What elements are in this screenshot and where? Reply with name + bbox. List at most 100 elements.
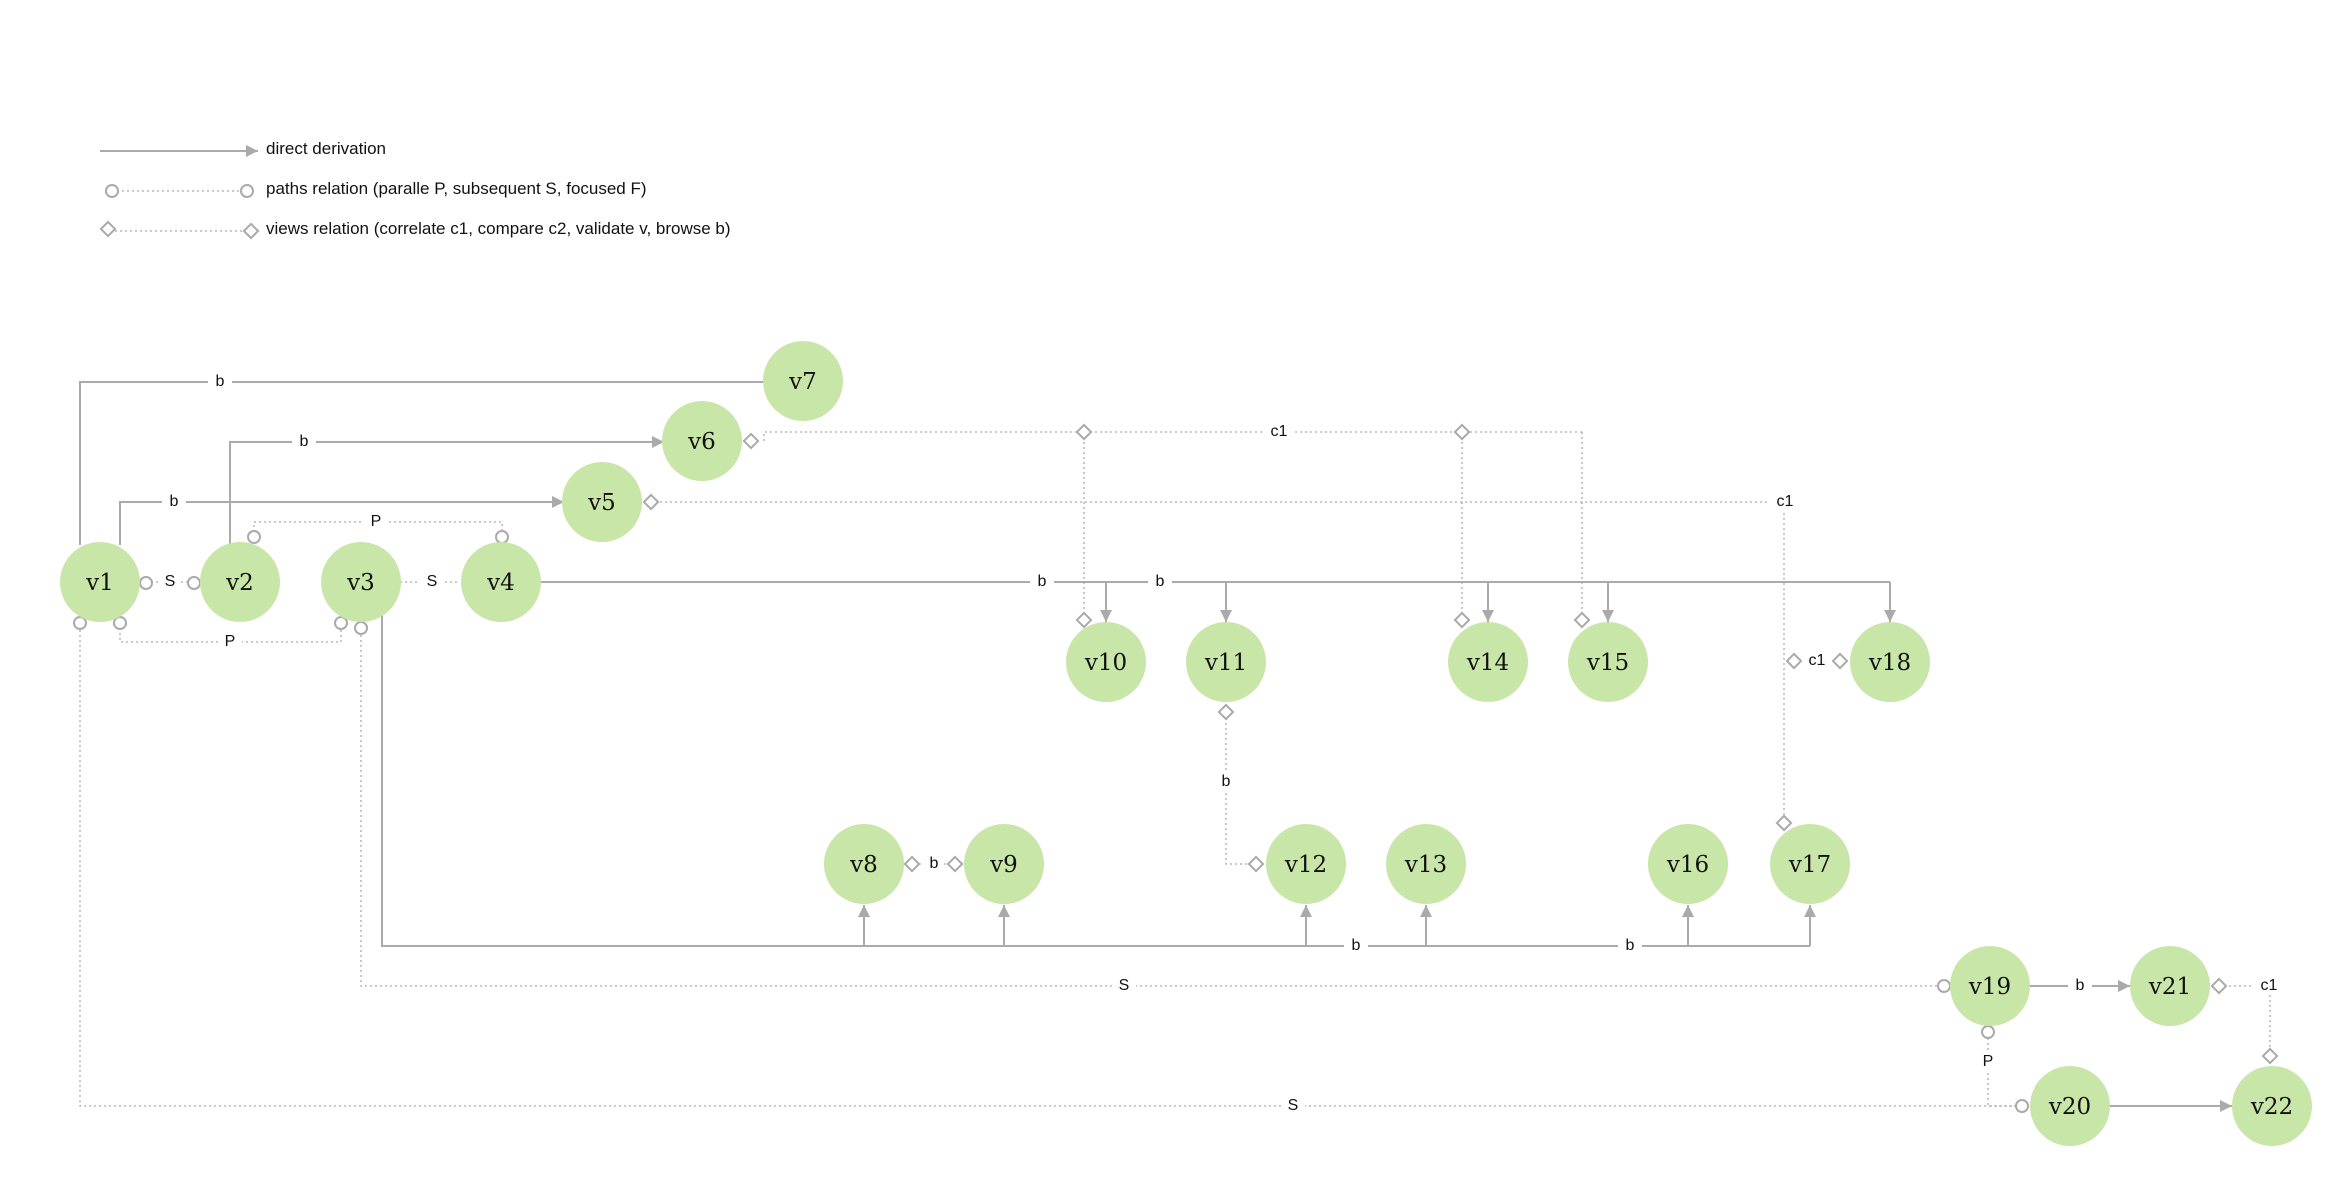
- node-v10[interactable]: v10: [1066, 622, 1146, 702]
- edge-label-v5-v17: c1: [1777, 493, 1794, 510]
- node-v17[interactable]: v17: [1770, 824, 1850, 904]
- edge-v1-v5: [119, 496, 564, 545]
- diamond-port-icon: [1075, 423, 1093, 441]
- diamond-port-icon: [1247, 855, 1265, 873]
- node-v2-label: v2: [225, 570, 254, 596]
- rel-v19-v20: [1987, 1038, 2016, 1107]
- node-v20-label: v20: [2048, 1094, 2091, 1120]
- node-v9-label: v9: [989, 852, 1018, 878]
- diamond-port-icon: [1453, 611, 1471, 629]
- diamond-port-icon: [642, 493, 660, 511]
- edge-label-v3-bus-b: b: [1626, 937, 1635, 954]
- circle-port-icon: [187, 576, 201, 590]
- edge-label-v1-v3: P: [225, 633, 236, 650]
- ports: [73, 423, 2279, 1113]
- node-v19[interactable]: v19: [1950, 946, 2030, 1026]
- node-v13-label: v13: [1404, 852, 1447, 878]
- diamond-port-icon: [742, 432, 760, 450]
- diamond-port-icon: [99, 220, 117, 238]
- edge-label-v21-v22: c1: [2261, 977, 2278, 994]
- derivation-edges: [79, 376, 2232, 1112]
- rel-v3-v19: [360, 635, 1940, 987]
- diamond-port-icon: [2210, 977, 2228, 995]
- node-v3[interactable]: v3: [321, 542, 401, 622]
- node-v18[interactable]: v18: [1850, 622, 1930, 702]
- node-v21-label: v21: [2148, 974, 2191, 1000]
- node-v19-label: v19: [1968, 974, 2011, 1000]
- legend-paths-relation-label: paths relation (paralle P, subsequent S,…: [266, 179, 647, 198]
- circle-port-icon: [1937, 979, 1951, 993]
- node-v8-label: v8: [849, 852, 878, 878]
- node-v20[interactable]: v20: [2030, 1066, 2110, 1146]
- node-v16[interactable]: v16: [1648, 824, 1728, 904]
- circle-port-icon: [247, 530, 261, 544]
- edge-label-v11-v12: b: [1222, 773, 1231, 790]
- legend-views-relation: views relation (correlate c1, compare c2…: [99, 219, 731, 240]
- node-v22[interactable]: v22: [2232, 1066, 2312, 1146]
- diamond-port-icon: [1775, 814, 1793, 832]
- node-v2[interactable]: v2: [200, 542, 280, 622]
- edge-label-v4-v10: b: [1038, 573, 1047, 590]
- node-v18-label: v18: [1868, 650, 1911, 676]
- node-v8[interactable]: v8: [824, 824, 904, 904]
- diamond-port-icon: [903, 855, 921, 873]
- node-v21[interactable]: v21: [2130, 946, 2210, 1026]
- node-v1[interactable]: v1: [60, 542, 140, 622]
- rel-v1-v20: [79, 630, 2016, 1107]
- legend-direct-derivation: direct derivation: [100, 139, 386, 158]
- legend-paths-relation: paths relation (paralle P, subsequent S,…: [105, 179, 647, 198]
- node-v11-label: v11: [1204, 650, 1247, 676]
- diamond-port-icon: [946, 855, 964, 873]
- node-v10-label: v10: [1084, 650, 1127, 676]
- edge-label-v3-bus-a: b: [1352, 937, 1361, 954]
- node-v14[interactable]: v14: [1448, 622, 1528, 702]
- diamond-port-icon: [1453, 423, 1471, 441]
- node-v12-label: v12: [1284, 852, 1327, 878]
- diamond-port-icon: [1075, 611, 1093, 629]
- circle-port-icon: [354, 621, 368, 635]
- node-v5-label: v5: [587, 490, 616, 516]
- edge-label-v1-v7: b: [216, 373, 225, 390]
- edge-label-v19-v20: P: [1983, 1053, 1994, 1070]
- node-v4[interactable]: v4: [461, 542, 541, 622]
- edge-label-v2-v4: P: [371, 513, 382, 530]
- circle-port-icon: [105, 184, 119, 198]
- node-v15[interactable]: v15: [1568, 622, 1648, 702]
- node-v14-label: v14: [1466, 650, 1509, 676]
- edge-label-v19-v21: b: [2076, 977, 2085, 994]
- diamond-port-icon: [1831, 652, 1849, 670]
- node-v7[interactable]: v7: [763, 341, 843, 421]
- node-v1-label: v1: [85, 570, 114, 596]
- circle-port-icon: [1981, 1025, 1995, 1039]
- node-v9[interactable]: v9: [964, 824, 1044, 904]
- node-v17-label: v17: [1788, 852, 1831, 878]
- node-v6[interactable]: v6: [662, 401, 742, 481]
- rel-v11-v12: [1225, 718, 1252, 865]
- legend: direct derivation paths relation (parall…: [99, 139, 731, 240]
- edge-label-v4-v11: b: [1156, 573, 1165, 590]
- node-v6-label: v6: [687, 429, 716, 455]
- node-v5[interactable]: v5: [562, 462, 642, 542]
- circle-port-icon: [334, 616, 348, 630]
- edge-label-v1-v5: b: [170, 493, 179, 510]
- node-v15-label: v15: [1586, 650, 1629, 676]
- edge-label-v2-v6: b: [300, 433, 309, 450]
- nodes: v1 v2 v3 v4 v5 v6 v7 v8 v9 v10 v11 v12 v…: [60, 341, 2312, 1146]
- node-v12[interactable]: v12: [1266, 824, 1346, 904]
- node-v22-label: v22: [2250, 1094, 2293, 1120]
- diamond-port-icon: [1217, 703, 1235, 721]
- edge-v3-bus: [381, 612, 1810, 947]
- relation-edges: [79, 431, 2271, 1107]
- edge-label-v17-v18: c1: [1809, 652, 1826, 669]
- node-v13[interactable]: v13: [1386, 824, 1466, 904]
- edge-v1-v7: [79, 376, 786, 545]
- edge-label-v6-views: c1: [1271, 423, 1288, 440]
- legend-views-relation-label: views relation (correlate c1, compare c2…: [266, 219, 731, 238]
- circle-port-icon: [240, 184, 254, 198]
- circle-port-icon: [495, 530, 509, 544]
- edge-label-v1-v2: S: [165, 573, 176, 590]
- node-v11[interactable]: v11: [1186, 622, 1266, 702]
- circle-port-icon: [113, 616, 127, 630]
- diamond-port-icon: [242, 222, 260, 240]
